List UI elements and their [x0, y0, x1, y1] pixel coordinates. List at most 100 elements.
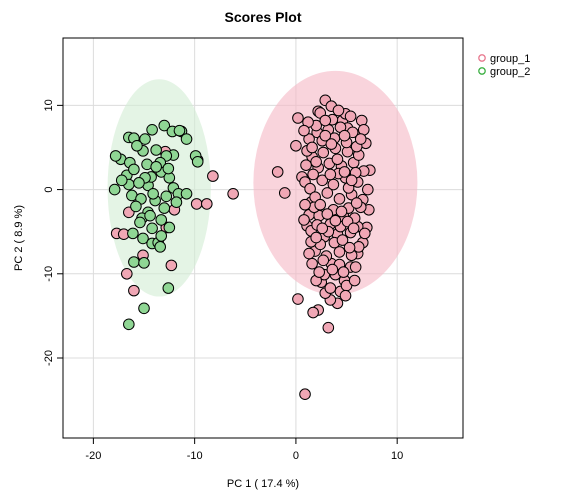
group_1-point	[319, 129, 332, 142]
y-tick-label: -20	[43, 350, 55, 366]
group_2-point	[127, 227, 139, 240]
group_1-point	[354, 133, 367, 145]
group_1-point	[319, 114, 332, 127]
group_2-point	[138, 302, 150, 315]
group_1-point	[343, 241, 356, 254]
group_1-point	[362, 183, 374, 196]
group_1-point	[278, 187, 291, 199]
group_1-point	[316, 174, 329, 187]
group_1-point	[321, 187, 334, 199]
group_1-point	[337, 266, 350, 278]
group_2-point	[138, 257, 150, 269]
group_2-point	[128, 256, 140, 268]
group_1-point	[332, 104, 345, 117]
chart-title: Scores Plot	[224, 9, 301, 25]
data-points	[108, 94, 376, 401]
group_1-point	[335, 205, 348, 218]
group_1-point	[348, 274, 361, 287]
group_2-point	[173, 124, 186, 137]
group_1-point	[313, 266, 326, 278]
group_1-point	[344, 110, 357, 123]
group_2-point	[144, 209, 156, 222]
group_1-point	[310, 231, 322, 244]
group_2-point	[155, 214, 168, 226]
group_2-point	[131, 139, 143, 152]
group_2-point	[158, 119, 171, 132]
group_1-point	[292, 293, 304, 305]
group_2-point	[155, 230, 168, 242]
group_2-point	[108, 183, 121, 196]
x-axis: -20 -10 0 10	[85, 438, 403, 462]
group_2-point	[133, 177, 145, 189]
x-tick-label: 0	[293, 450, 299, 462]
group_1-point	[290, 139, 302, 152]
group_1-point	[190, 198, 203, 210]
group_1-point	[306, 141, 318, 154]
group_1-point	[300, 159, 312, 171]
group_2-point	[180, 133, 193, 145]
group_1-point	[336, 234, 349, 246]
group_1-point	[314, 198, 327, 211]
group_1-point	[329, 214, 342, 227]
group_1-point	[120, 267, 133, 280]
y-axis-label: PC 2 ( 8.9 %)	[13, 205, 25, 271]
group_1-point	[317, 254, 330, 267]
group_1-point	[338, 166, 351, 178]
y-tick-label: 10	[43, 99, 55, 111]
group_2-point	[137, 232, 149, 245]
group_1-point	[350, 197, 363, 209]
legend-label-group_1: group_1	[490, 53, 530, 65]
group_2-point	[160, 190, 173, 203]
group_2-point	[170, 196, 183, 209]
group_1-point	[307, 168, 319, 181]
group_1-point	[326, 263, 339, 276]
group_1-point	[333, 193, 346, 205]
group_2-point	[109, 150, 122, 162]
group_1-point	[227, 187, 239, 200]
group_2-ellipse	[107, 79, 211, 297]
group_1-point	[310, 155, 322, 168]
group_1-point	[339, 289, 352, 302]
group_2-point	[134, 216, 146, 229]
group_1-point	[331, 153, 344, 166]
group_1-point	[207, 170, 219, 182]
group_1-point	[298, 214, 310, 226]
x-axis-label: PC 1 ( 17.4 %)	[227, 478, 299, 490]
group_1-point	[128, 284, 140, 297]
group_2-point	[123, 318, 135, 331]
group_1-point	[358, 227, 371, 240]
group_1-point	[345, 174, 358, 187]
group_2-point	[150, 161, 162, 173]
group_2-point	[154, 241, 167, 253]
group_1-point	[321, 208, 334, 220]
y-tick-label: -10	[43, 266, 55, 282]
group_2-point	[139, 133, 151, 145]
group_2-point	[191, 155, 204, 168]
confidence-ellipses	[107, 70, 418, 297]
legend-marker-group_2	[478, 67, 486, 75]
group_1-point	[325, 138, 338, 150]
group_1-point	[316, 222, 329, 235]
group_1-point	[327, 178, 340, 191]
group_2-point	[162, 282, 175, 294]
plot-frame	[62, 37, 464, 439]
group_2-point	[150, 144, 162, 156]
group_2-point	[158, 202, 171, 214]
group_1-point	[322, 321, 335, 334]
group_2-point	[128, 163, 140, 176]
group_1-point	[299, 388, 311, 401]
group_1-point	[271, 166, 284, 178]
group_1-point	[347, 222, 360, 235]
group_2-point	[147, 187, 159, 200]
group_1-point	[355, 114, 368, 127]
group_1-point	[303, 247, 315, 260]
legend-label-group_2: group_2	[490, 66, 530, 78]
x-tick-label: 10	[391, 450, 403, 462]
legend-marker-group_1	[478, 54, 486, 62]
group_1-point	[292, 112, 304, 124]
y-axis: -20 -10 0 10	[43, 99, 63, 366]
group_1-point	[324, 168, 337, 181]
group_1-point	[304, 182, 316, 195]
